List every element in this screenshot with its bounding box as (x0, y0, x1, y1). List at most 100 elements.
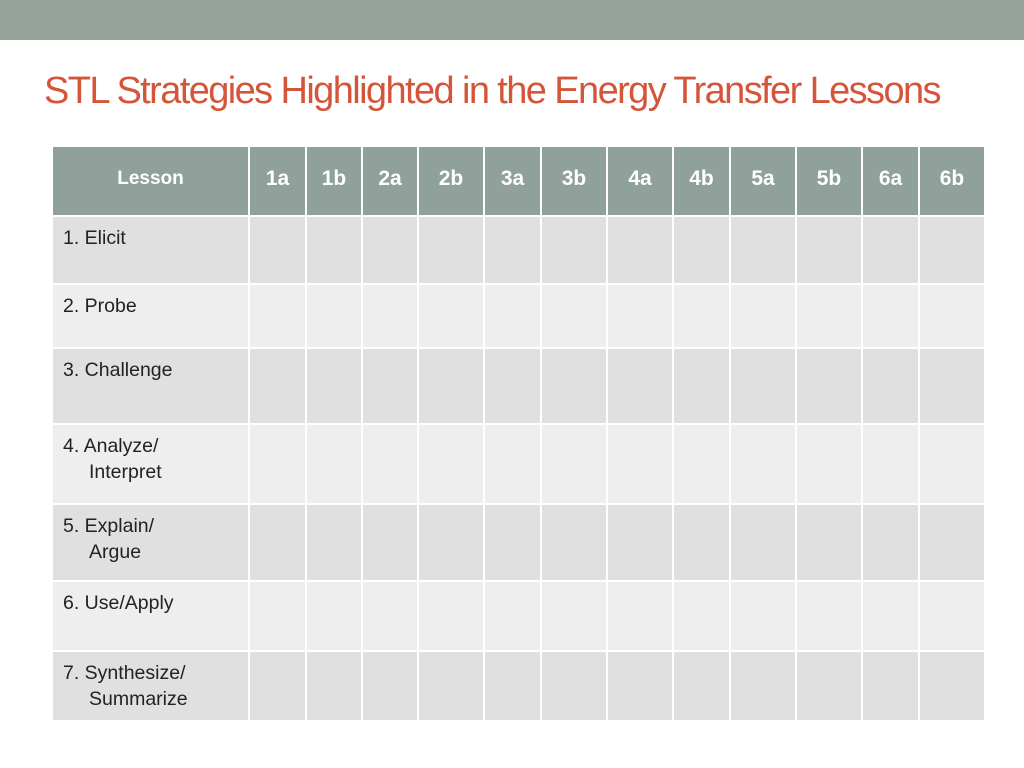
column-header: 3a (483, 145, 542, 217)
grid-cell (861, 347, 920, 425)
grid-cell (361, 423, 419, 505)
strategy-cell: 7. Synthesize/ Summarize (51, 650, 250, 722)
grid-cell (305, 283, 363, 349)
grid-cell (305, 347, 363, 425)
grid-cell (483, 215, 542, 285)
column-header: 5b (795, 145, 863, 217)
grid-cell (606, 580, 674, 652)
grid-cell (305, 503, 363, 582)
grid-cell (918, 423, 986, 505)
grid-cell (361, 215, 419, 285)
strategy-label: 3. Challenge (63, 359, 173, 381)
grid-cell (361, 503, 419, 582)
grid-cell (305, 215, 363, 285)
column-header: 1b (305, 145, 363, 217)
column-header: 4a (606, 145, 674, 217)
strategy-cell: 6. Use/Apply (51, 580, 250, 652)
grid-cell (305, 423, 363, 505)
table-row: 7. Synthesize/ Summarize (51, 650, 986, 722)
grid-cell (305, 650, 363, 722)
strategy-lesson-table: Lesson 1a 1b 2a 2b 3a 3b 4a 4b 5a 5b 6a … (51, 145, 986, 722)
grid-cell (729, 650, 797, 722)
grid-cell (861, 283, 920, 349)
grid-cell (361, 347, 419, 425)
grid-cell (672, 215, 731, 285)
top-accent-bar (0, 0, 1024, 40)
grid-cell (606, 215, 674, 285)
grid-cell (861, 580, 920, 652)
strategy-cell: 1. Elicit (51, 215, 250, 285)
grid-cell (672, 580, 731, 652)
grid-cell (483, 347, 542, 425)
grid-cell (248, 283, 307, 349)
column-header: 6a (861, 145, 920, 217)
grid-cell (729, 503, 797, 582)
grid-cell (361, 580, 419, 652)
grid-cell (672, 423, 731, 505)
grid-cell (918, 215, 986, 285)
table-row: 2. Probe (51, 283, 986, 349)
grid-cell (483, 423, 542, 505)
slide-title: STL Strategies Highlighted in the Energy… (44, 70, 942, 112)
grid-cell (540, 580, 608, 652)
grid-cell (672, 650, 731, 722)
grid-cell (861, 423, 920, 505)
table-row: 5. Explain/ Argue (51, 503, 986, 582)
grid-cell (540, 283, 608, 349)
table-row: 3. Challenge (51, 347, 986, 425)
table-row: 1. Elicit (51, 215, 986, 285)
grid-cell (795, 580, 863, 652)
grid-cell (918, 503, 986, 582)
column-header: 3b (540, 145, 608, 217)
table-row: 4. Analyze/ Interpret (51, 423, 986, 505)
grid-cell (361, 283, 419, 349)
grid-cell (606, 650, 674, 722)
grid-cell (540, 423, 608, 505)
grid-cell (918, 283, 986, 349)
grid-cell (248, 650, 307, 722)
column-header: 1a (248, 145, 307, 217)
grid-cell (606, 423, 674, 505)
grid-cell (729, 423, 797, 505)
grid-cell (918, 650, 986, 722)
grid-cell (795, 650, 863, 722)
strategy-label: 4. Analyze/ Interpret (63, 435, 162, 483)
grid-cell (483, 503, 542, 582)
grid-cell (729, 283, 797, 349)
column-header: 2b (417, 145, 485, 217)
grid-cell (417, 503, 485, 582)
grid-cell (483, 580, 542, 652)
grid-cell (483, 283, 542, 349)
grid-cell (795, 423, 863, 505)
column-header: 2a (361, 145, 419, 217)
grid-cell (248, 503, 307, 582)
grid-cell (248, 423, 307, 505)
strategy-label: 2. Probe (63, 295, 137, 317)
grid-cell (672, 347, 731, 425)
grid-cell (729, 347, 797, 425)
grid-cell (729, 580, 797, 652)
grid-cell (248, 215, 307, 285)
grid-cell (417, 650, 485, 722)
grid-cell (672, 283, 731, 349)
grid-cell (417, 347, 485, 425)
grid-cell (361, 650, 419, 722)
grid-cell (918, 580, 986, 652)
grid-cell (483, 650, 542, 722)
grid-cell (606, 503, 674, 582)
grid-cell (918, 347, 986, 425)
strategy-label: 7. Synthesize/ Summarize (63, 662, 188, 710)
grid-cell (305, 580, 363, 652)
column-header-lesson: Lesson (51, 145, 250, 217)
grid-cell (795, 283, 863, 349)
strategy-label: 5. Explain/ Argue (63, 515, 155, 563)
grid-cell (795, 215, 863, 285)
strategy-label: 1. Elicit (63, 227, 126, 249)
grid-cell (861, 215, 920, 285)
grid-cell (540, 347, 608, 425)
grid-cell (540, 503, 608, 582)
grid-cell (417, 423, 485, 505)
grid-cell (795, 503, 863, 582)
grid-cell (417, 215, 485, 285)
column-header: 6b (918, 145, 986, 217)
